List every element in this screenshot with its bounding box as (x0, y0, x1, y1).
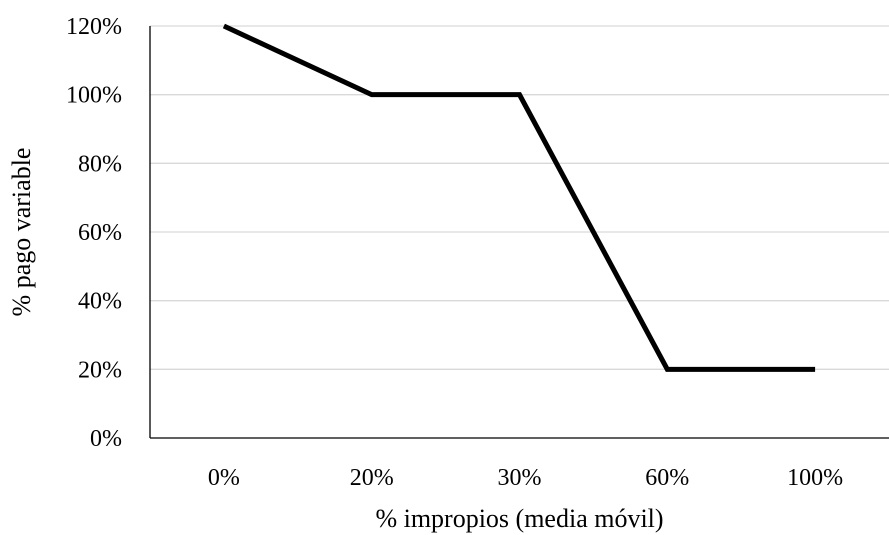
x-tick-label: 0% (208, 465, 240, 491)
gridlines (150, 25, 889, 370)
x-tick-label: 60% (645, 465, 689, 491)
y-axis-tick-labels: 0% 20% 40% 60% 80% 100% 120% (66, 14, 122, 452)
y-tick-label: 0% (90, 426, 122, 452)
y-axis-title: % pago variable (7, 148, 36, 317)
y-tick-label: 80% (78, 151, 122, 177)
y-tick-label: 40% (78, 289, 122, 315)
x-axis-title: % impropios (media móvil) (375, 504, 663, 533)
y-tick-label: 100% (66, 83, 122, 109)
y-tick-label: 20% (78, 357, 122, 383)
x-tick-label: 20% (350, 465, 394, 491)
series-line (222, 23, 816, 372)
x-tick-label: 30% (498, 465, 542, 491)
y-tick-label: 120% (66, 14, 122, 40)
x-tick-label: 100% (787, 465, 843, 491)
y-tick-label: 60% (78, 220, 122, 246)
x-axis-tick-labels: 0% 20% 30% 60% 100% (208, 465, 843, 491)
series-layer (222, 23, 816, 372)
